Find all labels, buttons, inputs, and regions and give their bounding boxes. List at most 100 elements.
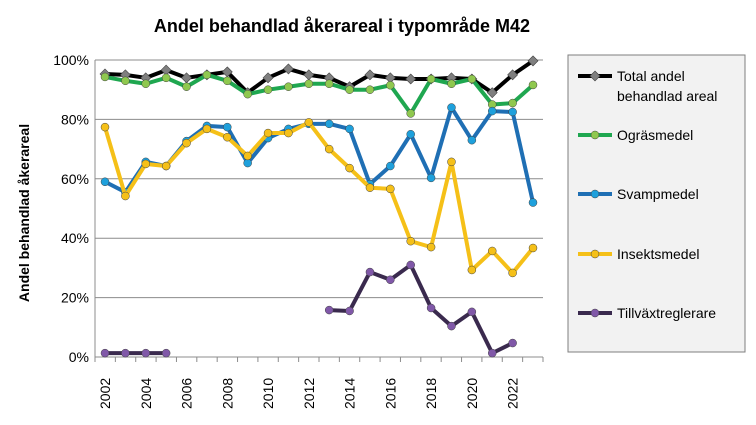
legend-label: Tillväxtreglerare — [617, 305, 716, 321]
data-point — [243, 151, 252, 161]
data-point — [182, 82, 191, 91]
data-point — [386, 184, 395, 194]
data-point — [426, 74, 436, 84]
data-point — [263, 128, 273, 138]
data-point — [141, 159, 151, 169]
legend-label: Insektsmedel — [617, 246, 699, 262]
x-tick-label: 2014 — [342, 378, 358, 409]
x-tick-label: 2012 — [301, 378, 317, 409]
data-point — [223, 76, 232, 86]
chart-title: Andel behandlad åkerareal i typområde M4… — [154, 16, 530, 36]
legend-item: Tillväxtreglerare — [578, 305, 716, 321]
data-point — [487, 246, 497, 256]
data-point — [405, 73, 417, 85]
data-point — [386, 161, 395, 171]
legend-item: Ogräsmedel — [578, 127, 693, 143]
data-point — [447, 157, 456, 167]
data-point — [528, 80, 538, 90]
legend-swatch-marker — [589, 70, 601, 82]
data-point — [486, 87, 498, 99]
data-point — [121, 76, 130, 86]
series-line — [104, 105, 535, 203]
series-line — [104, 72, 535, 116]
legend-item: Svampmedel — [578, 186, 699, 202]
data-point — [324, 79, 334, 89]
data-point — [181, 72, 192, 84]
data-point — [508, 98, 517, 108]
data-point — [345, 306, 354, 316]
data-point — [345, 163, 354, 173]
data-point — [304, 118, 314, 127]
data-point — [161, 161, 171, 171]
data-point — [508, 107, 517, 117]
data-point — [263, 85, 273, 94]
data-point — [324, 119, 334, 129]
legend-swatch-marker — [590, 130, 600, 140]
y-axis-label: Andel behandlad åkerareal — [16, 124, 32, 302]
data-point — [406, 236, 415, 246]
legend-box — [567, 54, 746, 353]
data-point — [141, 79, 151, 89]
data-point — [284, 82, 293, 91]
x-tick-label: 2006 — [179, 378, 195, 409]
series-3 — [100, 118, 538, 278]
legend-swatch-marker — [590, 308, 600, 318]
data-point — [303, 69, 315, 81]
legend-label: Ogräsmedel — [617, 127, 693, 143]
y-tick-label: 20% — [61, 290, 89, 306]
x-tick-label: 2018 — [423, 378, 439, 409]
series-line — [104, 59, 535, 95]
data-point — [386, 275, 395, 285]
x-tick-label: 2010 — [260, 378, 276, 409]
data-point — [406, 109, 415, 118]
data-point — [508, 268, 517, 278]
data-point — [223, 122, 232, 132]
legend-item: Insektsmedel — [578, 246, 699, 262]
data-point — [528, 243, 538, 253]
data-point — [304, 79, 314, 89]
data-point — [406, 130, 415, 139]
x-tick-label: 2020 — [464, 378, 480, 409]
data-point — [365, 267, 375, 277]
y-tick-label: 100% — [53, 52, 89, 68]
data-point — [243, 158, 252, 168]
data-point — [467, 135, 477, 145]
data-point — [202, 70, 212, 80]
data-point — [426, 303, 436, 313]
data-point — [406, 260, 415, 270]
y-tick-label: 40% — [61, 230, 89, 246]
legend-label-line: Total andel — [617, 68, 685, 84]
data-point — [284, 128, 293, 138]
x-tick-label: 2002 — [97, 378, 113, 409]
data-point — [447, 103, 456, 112]
data-point — [426, 173, 436, 183]
data-point — [487, 348, 497, 358]
data-point — [467, 74, 477, 84]
data-point — [100, 177, 110, 187]
x-tick-label: 2016 — [382, 378, 398, 409]
data-point — [447, 79, 456, 89]
legend-label: Svampmedel — [617, 186, 699, 202]
legend-swatch-marker — [590, 189, 600, 199]
data-point — [100, 348, 110, 358]
data-point — [161, 348, 171, 358]
data-point — [386, 80, 395, 90]
data-point — [223, 132, 232, 142]
legend-swatch-marker — [590, 249, 600, 259]
data-point — [121, 348, 130, 358]
data-point — [141, 348, 151, 358]
data-point — [121, 191, 130, 201]
x-tick-label: 2008 — [219, 378, 235, 409]
data-point — [182, 138, 191, 148]
data-point — [507, 69, 519, 81]
data-point — [365, 85, 375, 94]
data-point — [467, 307, 477, 317]
data-point — [202, 124, 212, 134]
y-tick-label: 80% — [61, 111, 89, 127]
data-point — [528, 198, 538, 207]
data-point — [447, 321, 456, 331]
data-point — [243, 89, 252, 99]
data-point — [324, 144, 334, 154]
